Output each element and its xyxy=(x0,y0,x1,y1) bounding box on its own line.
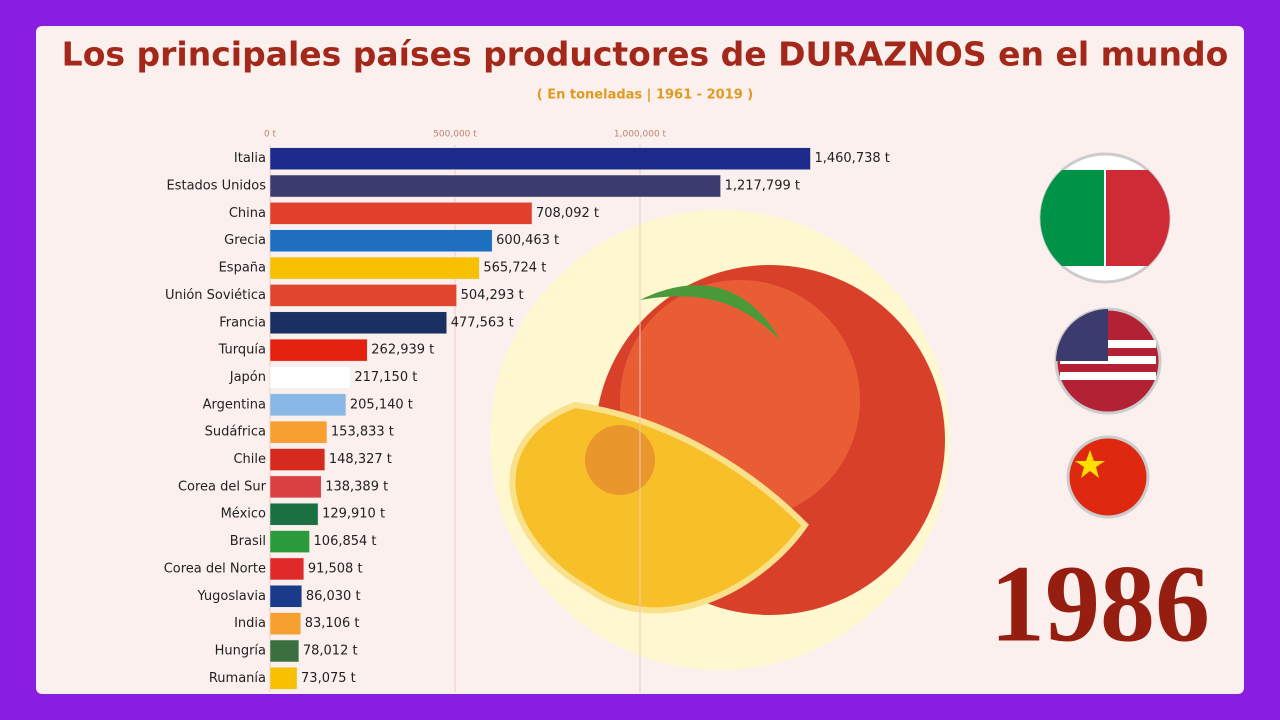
y-tick-label: Corea del Norte xyxy=(164,561,266,576)
x-tick-label: 1,000,000 t xyxy=(614,130,667,140)
value-label: 477,563 t xyxy=(451,315,514,330)
bar xyxy=(269,147,811,170)
peach-illustration xyxy=(490,210,950,670)
bar xyxy=(269,366,351,389)
bar xyxy=(269,202,533,225)
y-tick-label: Hungría xyxy=(215,643,266,658)
value-label: 78,012 t xyxy=(303,643,358,658)
bar xyxy=(269,612,301,635)
value-label: 504,293 t xyxy=(461,288,524,303)
y-tick-label: Corea del Sur xyxy=(178,479,267,494)
y-tick-label: Turquía xyxy=(218,343,266,358)
bar xyxy=(269,585,303,608)
y-tick-label: Chile xyxy=(233,452,266,467)
value-label: 600,463 t xyxy=(496,233,559,248)
bar xyxy=(269,229,493,252)
bar xyxy=(269,530,310,553)
chart-subtitle: ( En toneladas | 1961 - 2019 ) xyxy=(537,88,753,103)
bar xyxy=(269,502,319,526)
x-tick-label: 0 t xyxy=(264,130,277,140)
value-label: 153,833 t xyxy=(331,425,394,440)
value-label: 205,140 t xyxy=(350,397,413,412)
value-label: 1,217,799 t xyxy=(725,179,800,194)
year-label: 1986 xyxy=(990,542,1210,664)
value-label: 1,460,738 t xyxy=(814,151,889,166)
value-label: 148,327 t xyxy=(329,452,392,467)
bar xyxy=(269,338,368,362)
value-label: 129,910 t xyxy=(322,507,385,522)
y-tick-label: España xyxy=(219,261,266,276)
value-label: 106,854 t xyxy=(314,534,377,549)
flag-icons xyxy=(1039,152,1171,519)
value-label: 73,075 t xyxy=(301,671,356,686)
y-tick-label: India xyxy=(234,616,266,631)
y-tick-label: Argentina xyxy=(203,397,266,412)
bar xyxy=(269,256,480,280)
x-tick-label: 500,000 t xyxy=(433,130,477,140)
bar xyxy=(269,475,322,499)
bar xyxy=(269,284,457,307)
bar xyxy=(269,420,328,444)
y-tick-label: Unión Soviética xyxy=(165,288,266,303)
y-tick-label: Italia xyxy=(234,151,266,166)
bar xyxy=(269,174,721,198)
y-tick-label: Sudáfrica xyxy=(205,425,266,440)
bar xyxy=(269,667,298,690)
y-tick-label: México xyxy=(221,507,266,522)
bar xyxy=(269,393,347,417)
value-label: 138,389 t xyxy=(325,479,388,494)
y-tick-label: China xyxy=(229,206,266,221)
y-tick-label: Rumanía xyxy=(209,671,266,686)
bar xyxy=(269,448,326,471)
value-label: 565,724 t xyxy=(483,261,546,276)
value-label: 262,939 t xyxy=(371,343,434,358)
value-label: 217,150 t xyxy=(354,370,417,385)
y-tick-label: Estados Unidos xyxy=(166,179,266,194)
y-tick-label: Francia xyxy=(219,315,266,330)
chart-title: Los principales países productores de DU… xyxy=(62,35,1229,74)
value-label: 91,508 t xyxy=(308,561,363,576)
y-tick-label: Yugoslavia xyxy=(196,589,266,604)
y-tick-label: Japón xyxy=(229,370,266,385)
bar xyxy=(269,311,447,335)
value-label: 83,106 t xyxy=(305,616,360,631)
bar xyxy=(269,557,305,581)
bar xyxy=(269,639,300,663)
y-tick-label: Brasil xyxy=(230,534,266,549)
value-label: 708,092 t xyxy=(536,206,599,221)
value-label: 86,030 t xyxy=(306,589,361,604)
y-tick-label: Grecia xyxy=(224,233,266,248)
